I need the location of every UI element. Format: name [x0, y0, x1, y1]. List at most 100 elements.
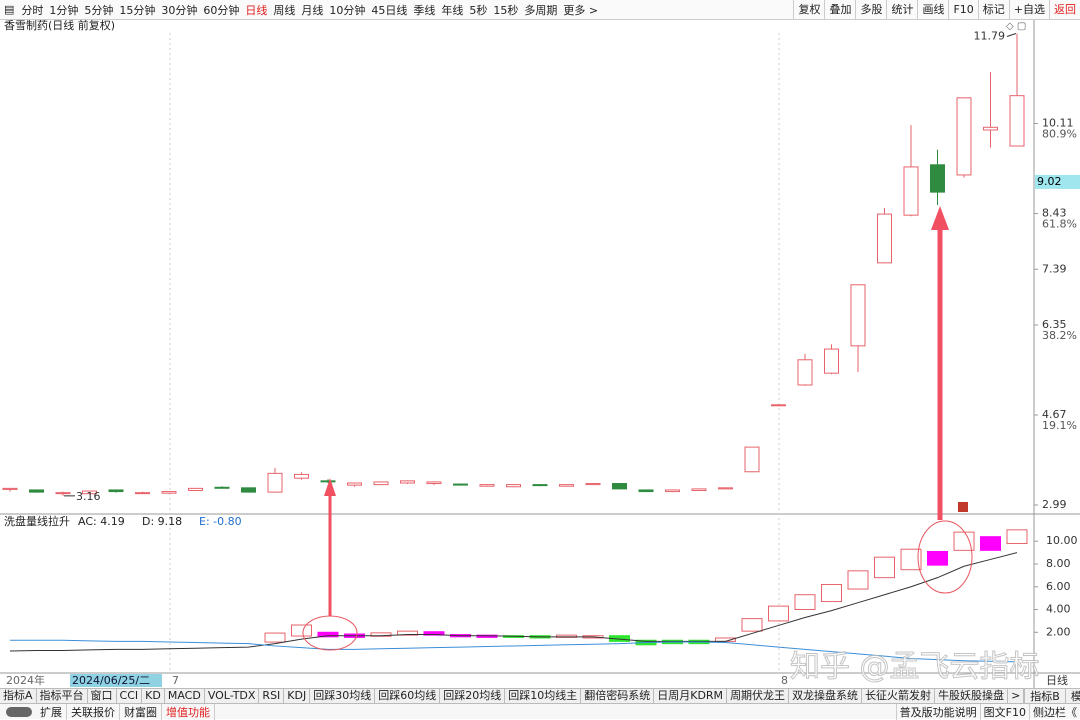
tab-button[interactable]: 模板 [1064, 688, 1080, 704]
y-tick-label: 8.43 [1042, 207, 1067, 220]
indicator-tab[interactable]: KDJ [284, 689, 311, 703]
indicator-box [397, 630, 418, 636]
indicator-box [291, 624, 312, 637]
period-button[interactable]: 日线 [245, 3, 268, 17]
tool-button[interactable]: 返回 [1049, 0, 1080, 19]
period-toolbar: ▤ 分时 1分钟 5分钟 15分钟 30分钟 60分钟 日线 周线 月线 10分钟 45日线 季线 年线… [0, 0, 1080, 20]
period-button[interactable]: 15分钟 [119, 3, 156, 17]
period-button[interactable]: 分时 [21, 3, 44, 17]
x-label: 日线 [1046, 673, 1068, 687]
candle-body [612, 483, 627, 490]
indicator-box [741, 618, 763, 632]
indicator-tab[interactable]: 窗口 [88, 689, 117, 703]
status-bar: 扩展 关联报价 财富圈 增值功能 普及版功能说明 图文F10 侧边栏《 [0, 703, 1080, 720]
tabs-right: 指标B模板+- [1024, 688, 1080, 704]
indicator-tab[interactable]: 双龙操盘系统 [789, 689, 863, 703]
candle-body [956, 97, 972, 176]
indicator-tab[interactable]: 回踩10均线主 [505, 689, 582, 703]
indicator-tab[interactable]: 牛股妖股操盘 [935, 689, 1009, 703]
period-button[interactable]: 季线 [413, 3, 436, 17]
tool-button[interactable]: +自选 [1008, 0, 1049, 19]
indicator-tab[interactable]: 回踩20均线 [440, 689, 506, 703]
status-button[interactable]: 扩展 [36, 703, 67, 720]
candle-body [532, 484, 548, 487]
tool-button[interactable]: 叠加 [824, 0, 855, 19]
candle-body [877, 213, 892, 264]
menu-icon[interactable]: ▤ [4, 3, 15, 16]
period-button[interactable]: 10分钟 [329, 3, 366, 17]
indicator-tab[interactable]: 日周月KDRM [654, 689, 728, 703]
candle-body [930, 164, 945, 193]
candle-body [29, 489, 44, 493]
period-button[interactable]: 月线 [301, 3, 324, 17]
period-button[interactable]: 30分钟 [161, 3, 198, 17]
indicator-tab[interactable]: 长征火箭发射 [862, 689, 936, 703]
indicator-line [9, 552, 1018, 652]
indicator-box [794, 594, 816, 611]
tool-button[interactable]: 多股 [855, 0, 886, 19]
candle-body [638, 489, 654, 493]
status-button[interactable]: 普及版功能说明 [895, 703, 980, 720]
period-button[interactable]: 1分钟 [49, 3, 79, 17]
indicator-tab[interactable]: VOL-TDX [205, 689, 260, 703]
annotation-arrow [1006, 33, 1017, 38]
y-tick-label: 2.99 [1042, 498, 1067, 511]
indicator-title: 洗盘量线拉升 [4, 514, 70, 528]
status-button[interactable]: 关联报价 [67, 703, 120, 720]
candle-body [453, 483, 468, 486]
date-highlight [70, 674, 162, 687]
candle-body [214, 486, 230, 489]
candle-body [373, 481, 389, 486]
indicator-box [927, 550, 948, 566]
period-button[interactable]: 5秒 [469, 3, 488, 17]
indicator-tab[interactable]: KD [142, 689, 165, 703]
tool-button[interactable]: 复权 [793, 0, 824, 19]
indicator-box [821, 583, 842, 603]
indicator-tab[interactable]: > [1008, 689, 1025, 703]
indicator-box [423, 631, 445, 636]
period-button[interactable]: 15秒 [493, 3, 519, 17]
indicator-box [980, 536, 1001, 551]
y-tick-label: 8.00 [1046, 557, 1071, 570]
status-button[interactable]: 增值功能 [162, 703, 215, 720]
period-button[interactable]: 多周期 [524, 3, 558, 17]
status-button[interactable]: 侧边栏《 [1029, 703, 1080, 720]
period-button[interactable]: 年线 [441, 3, 464, 17]
y-tick-label: 6.35 [1042, 318, 1067, 331]
tool-button[interactable]: 标记 [977, 0, 1009, 19]
indicator-tab[interactable]: 回踩30均线 [310, 689, 376, 703]
toggle[interactable] [6, 706, 32, 717]
period-button[interactable]: 5分钟 [84, 3, 114, 17]
tab-button[interactable]: 指标B [1024, 688, 1065, 704]
status-left: 扩展 关联报价 财富圈 增值功能 [36, 703, 215, 720]
status-right: 普及版功能说明 图文F10 侧边栏《 [895, 703, 1080, 720]
indicator-tab[interactable]: 回踩60均线 [375, 689, 441, 703]
indicator-tab[interactable]: 翻倍密码系统 [581, 689, 655, 703]
tool-button[interactable]: 画线 [917, 0, 948, 19]
fib-label: 61.8% [1042, 218, 1077, 231]
x-label: 2024/06/25/二 [72, 674, 150, 687]
y-tick-label: 6.00 [1046, 580, 1071, 593]
period-button[interactable]: 更多 > [563, 3, 599, 17]
status-button[interactable]: 图文F10 [979, 703, 1029, 720]
period-button[interactable]: 周线 [273, 3, 296, 17]
indicator-tab[interactable]: RSI [259, 689, 285, 703]
tool-button[interactable]: 统计 [886, 0, 917, 19]
tool-button[interactable]: F10 [948, 0, 977, 19]
indicator-tab[interactable]: CCI [117, 689, 143, 703]
candle-body [55, 492, 71, 495]
indicator-tabs: 指标A 指标平台 窗口 CCI KD MACD VOL-TDX RSI KDJ 回踩30均线 回踩6… [0, 688, 1080, 704]
period-button[interactable]: 60分钟 [203, 3, 240, 17]
indicator-tab[interactable]: 指标平台 [37, 689, 88, 703]
candle-body [2, 487, 18, 490]
indicator-tab[interactable]: 指标A [0, 689, 37, 703]
indicator-tab[interactable]: MACD [165, 689, 205, 703]
status-button[interactable]: 财富圈 [120, 703, 162, 720]
y-tick-label: 4.67 [1042, 408, 1067, 421]
indicator-box [317, 631, 339, 638]
period-button[interactable]: 45日线 [371, 3, 408, 17]
indicator-tab[interactable]: 周期伏龙王 [727, 689, 790, 703]
indicator-line [10, 639, 1018, 663]
candle-body [983, 126, 998, 131]
